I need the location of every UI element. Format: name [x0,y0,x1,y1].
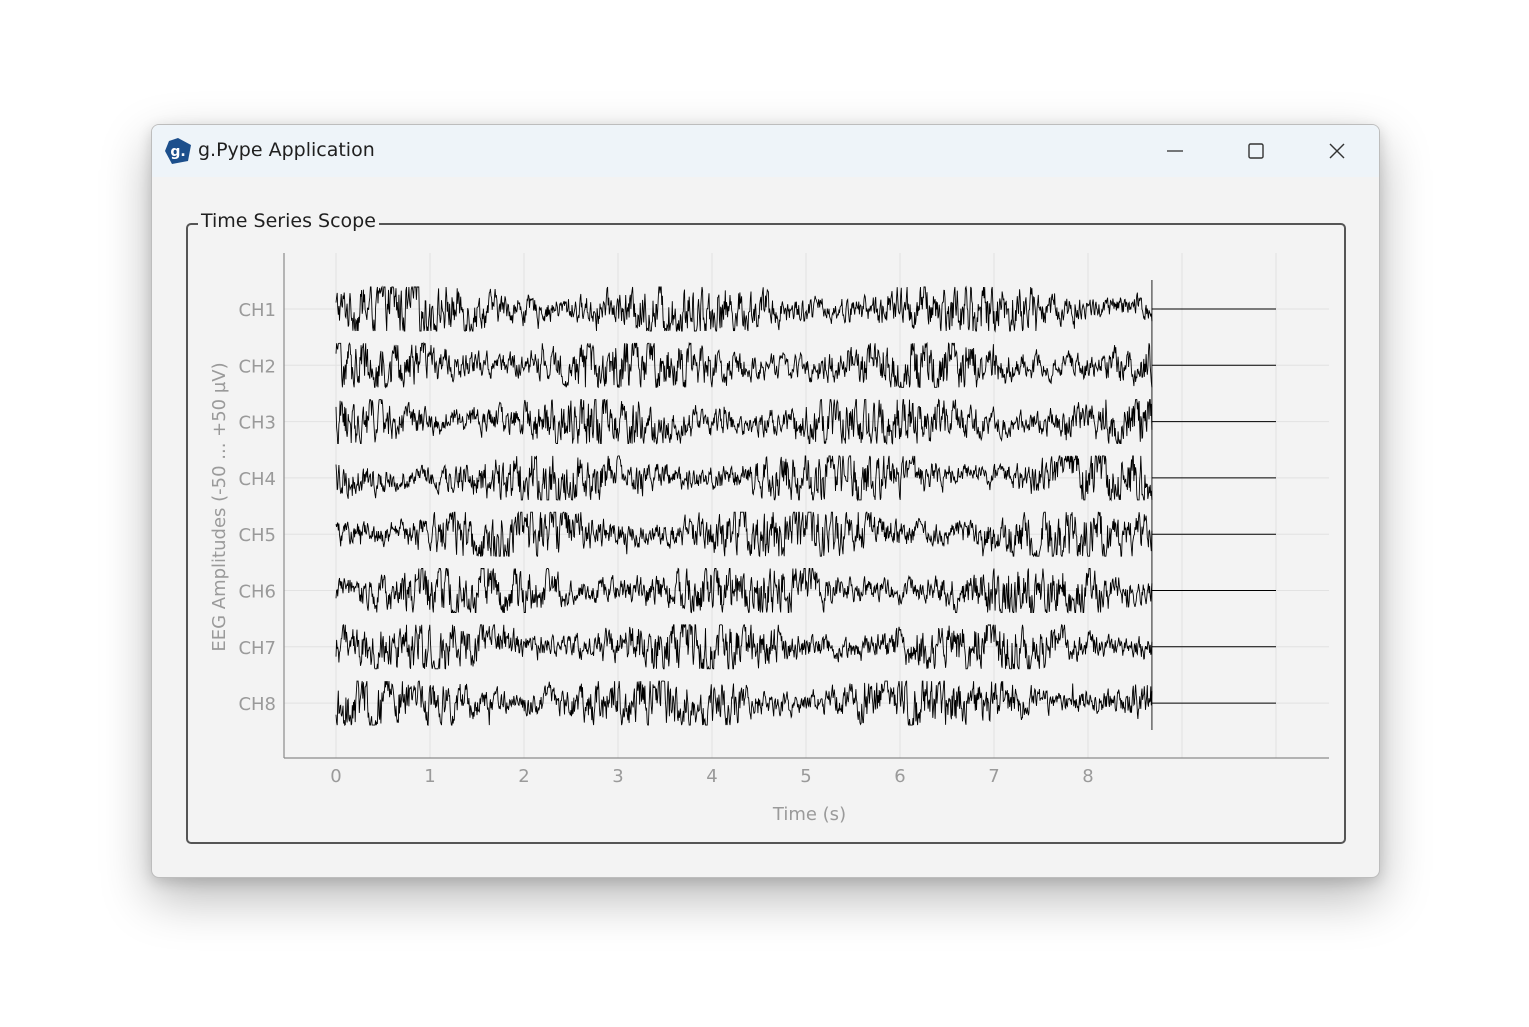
window-title: g.Pype Application [198,139,375,161]
channel-label: CH2 [238,356,276,377]
minimize-icon [1167,150,1183,152]
x-tick-label: 7 [988,766,999,787]
x-tick-label: 5 [800,766,811,787]
app-window: g. g.Pype Application Time Series Scope … [151,124,1380,878]
title-bar[interactable]: g. g.Pype Application [152,125,1379,177]
channel-trace [335,285,1153,333]
x-tick-label: 2 [518,766,529,787]
channel-label: CH6 [238,582,276,603]
x-axis-title: Time (s) [772,804,846,825]
channel-label: CH8 [238,694,276,715]
channel-label: CH1 [238,300,276,321]
y-axis-title: EEG Amplitudes (-50 ... +50 µV) [209,362,230,651]
x-tick-label: 1 [424,766,435,787]
channel-label: CH5 [238,525,276,546]
channel-label: CH3 [238,413,276,434]
grid-lines [284,253,1329,758]
x-tick-label: 3 [612,766,623,787]
maximize-button[interactable] [1216,125,1296,177]
app-icon-letter: g. [170,144,185,160]
group-title: Time Series Scope [198,210,379,232]
channel-trace [335,623,1153,670]
channel-trace [335,680,1153,727]
channel-trace [335,454,1153,502]
close-icon [1329,143,1345,159]
minimize-button[interactable] [1135,125,1215,177]
x-tick-label: 0 [330,766,341,787]
close-button[interactable] [1297,125,1377,177]
channel-trace [335,567,1153,614]
channel-traces [335,285,1276,727]
gpype-logo-icon: g. [165,138,191,164]
channel-label: CH7 [238,638,276,659]
channel-label: CH4 [238,469,276,490]
channel-trace [335,341,1153,389]
maximize-icon [1248,143,1264,159]
x-tick-label: 4 [706,766,717,787]
channel-trace [335,398,1153,445]
time-series-scope-group [186,223,1346,844]
x-tick-label: 6 [894,766,905,787]
x-tick-label: 8 [1082,766,1093,787]
eeg-time-series-chart[interactable]: 0 1 2 3 4 5 6 7 8 CH1 CH2 CH3 CH4 CH5 CH6 CH7 CH8 Time … [152,125,1379,877]
channel-trace [335,511,1153,558]
x-tick-labels: 0 1 2 3 4 5 6 7 8 [330,766,1093,787]
channel-labels: CH1 CH2 CH3 CH4 CH5 CH6 CH7 CH8 [238,300,276,715]
axes [283,253,1329,759]
